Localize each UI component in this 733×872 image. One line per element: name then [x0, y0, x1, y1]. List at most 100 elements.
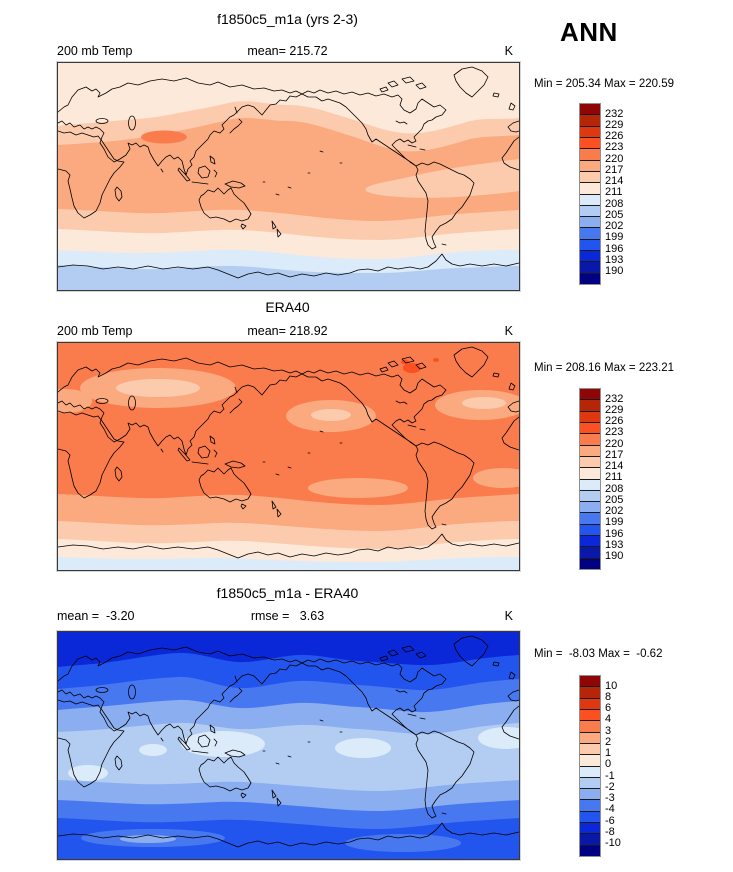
- colorbar-cell: [580, 114, 600, 126]
- colorbar-cell: [580, 822, 600, 834]
- colorbar-cell: [580, 686, 600, 698]
- panel3-mean-label: mean = -3.20: [57, 609, 135, 623]
- colorbar-cell: [580, 410, 600, 422]
- colorbar-tick-label: 199: [605, 231, 624, 244]
- panel1-colorbar-labels: 232 229 226 223 220 217 214 211 208 205 202 199 196 1…: [605, 107, 639, 278]
- colorbar-cell: [580, 512, 600, 524]
- panel1-variable-label: 200 mb Temp: [57, 44, 133, 58]
- colorbar-tick-label: -8: [605, 825, 615, 838]
- colorbar-tick-label: 0: [605, 758, 612, 771]
- colorbar-tick-label: 205: [605, 208, 624, 221]
- panel1-title: f1850c5_m1a (yrs 2-3): [217, 11, 358, 27]
- colorbar-cell: [580, 708, 600, 721]
- colorbar-tick-label: 217: [605, 448, 624, 461]
- colorbar-tick-label: 196: [605, 527, 624, 540]
- colorbar-tick-label: 2: [605, 735, 612, 748]
- panel2-variable-label: 200 mb Temp: [57, 324, 133, 338]
- panel1-map: [56, 61, 521, 292]
- colorbar-cell: [580, 125, 600, 137]
- panel3-units-label: K: [504, 609, 513, 623]
- colorbar-tick-label: 202: [605, 220, 624, 233]
- colorbar-cell: [580, 136, 600, 149]
- colorbar-cell: [580, 776, 600, 789]
- panel3-title: f1850c5_m1a - ERA40: [216, 585, 359, 601]
- colorbar-tick-label: 226: [605, 130, 624, 143]
- colorbar-cell: [580, 501, 600, 513]
- colorbar-tick-label: -10: [605, 837, 621, 850]
- colorbar-cell: [580, 399, 600, 411]
- colorbar-tick-label: 214: [605, 460, 624, 473]
- colorbar-cell: [580, 557, 600, 569]
- colorbar-tick-label: 190: [605, 550, 624, 563]
- colorbar-cell: [580, 697, 600, 709]
- colorbar-tick-label: 211: [605, 186, 623, 199]
- colorbar-tick-label: 229: [605, 118, 624, 131]
- colorbar-cell: [580, 433, 600, 445]
- colorbar-cell: [580, 731, 600, 743]
- colorbar-tick-label: 226: [605, 415, 624, 428]
- colorbar-cell: [580, 788, 600, 800]
- colorbar-tick-label: 208: [605, 482, 624, 495]
- colorbar-tick-label: -1: [605, 769, 615, 782]
- panel3-map-svg: [58, 632, 519, 859]
- panel1-colorbar: [579, 103, 601, 285]
- colorbar-cell: [580, 455, 600, 468]
- panel2-title: ERA40: [265, 299, 310, 315]
- colorbar-cell: [580, 182, 600, 194]
- colorbar-cell: [580, 478, 600, 490]
- colorbar-tick-label: 232: [605, 107, 624, 120]
- colorbar-cell: [580, 216, 600, 228]
- colorbar-cell: [580, 810, 600, 823]
- season-label: ANN: [560, 17, 618, 47]
- colorbar-tick-label: 10: [605, 679, 618, 692]
- colorbar-cell: [580, 742, 600, 755]
- colorbar-cell: [580, 238, 600, 251]
- panel1-mean-label: mean= 215.72: [247, 44, 328, 58]
- panel2-colorbar: [579, 388, 601, 570]
- colorbar-cell: [580, 489, 600, 502]
- colorbar-cell: [580, 467, 600, 479]
- panel3-minmax: Min = -8.03 Max = -0.62: [534, 648, 663, 660]
- colorbar-cell: [580, 193, 600, 205]
- colorbar-cell: [580, 754, 600, 766]
- colorbar-cell: [580, 204, 600, 217]
- colorbar-cell: [580, 272, 600, 284]
- colorbar-tick-label: 4: [605, 713, 612, 726]
- colorbar-cell: [580, 148, 600, 160]
- colorbar-cell: [580, 765, 600, 777]
- colorbar-cell: [580, 523, 600, 536]
- colorbar-tick-label: 220: [605, 152, 624, 165]
- panel3-map: [56, 630, 521, 861]
- panel2-minmax: Min = 208.16 Max = 223.21: [534, 362, 675, 374]
- panel2-map: [56, 341, 521, 572]
- colorbar-tick-label: 223: [605, 141, 624, 154]
- colorbar-tick-label: 8: [605, 690, 612, 703]
- colorbar-tick-label: 202: [605, 505, 624, 518]
- colorbar-cell: [580, 844, 600, 856]
- colorbar-cell: [580, 170, 600, 183]
- colorbar-cell: [580, 720, 600, 732]
- colorbar-tick-label: 6: [605, 702, 612, 715]
- panel1-annotation-row: 200 mb Temp mean= 215.72 K: [57, 44, 518, 59]
- colorbar-tick-label: 1: [605, 747, 612, 760]
- colorbar-tick-label: 199: [605, 516, 624, 529]
- colorbar-tick-label: 3: [605, 724, 612, 737]
- colorbar-tick-label: 190: [605, 265, 624, 278]
- colorbar-cell: [580, 444, 600, 456]
- panel3-colorbar-labels: 10 8 6 4 3 2 1 0 -1 -2 -3 -4 -6 -8 -10: [605, 679, 639, 850]
- panel1-map-svg: [58, 63, 519, 290]
- colorbar-cell: [580, 227, 600, 239]
- panel3-annotation-row: mean = -3.20 rmse = 3.63 K: [57, 609, 518, 624]
- panel2-map-svg: [58, 343, 519, 570]
- colorbar-tick-label: 193: [605, 253, 624, 266]
- colorbar-cell: [580, 676, 600, 687]
- colorbar-tick-label: 220: [605, 437, 624, 450]
- panel2-units-label: K: [504, 324, 513, 338]
- colorbar-tick-label: -4: [605, 803, 615, 816]
- colorbar-tick-label: 223: [605, 426, 624, 439]
- colorbar-cell: [580, 104, 600, 115]
- colorbar-cell: [580, 159, 600, 171]
- panel2-mean-label: mean= 218.92: [247, 324, 328, 338]
- panel1-minmax: Min = 205.34 Max = 220.59: [534, 78, 675, 90]
- colorbar-tick-label: 214: [605, 175, 624, 188]
